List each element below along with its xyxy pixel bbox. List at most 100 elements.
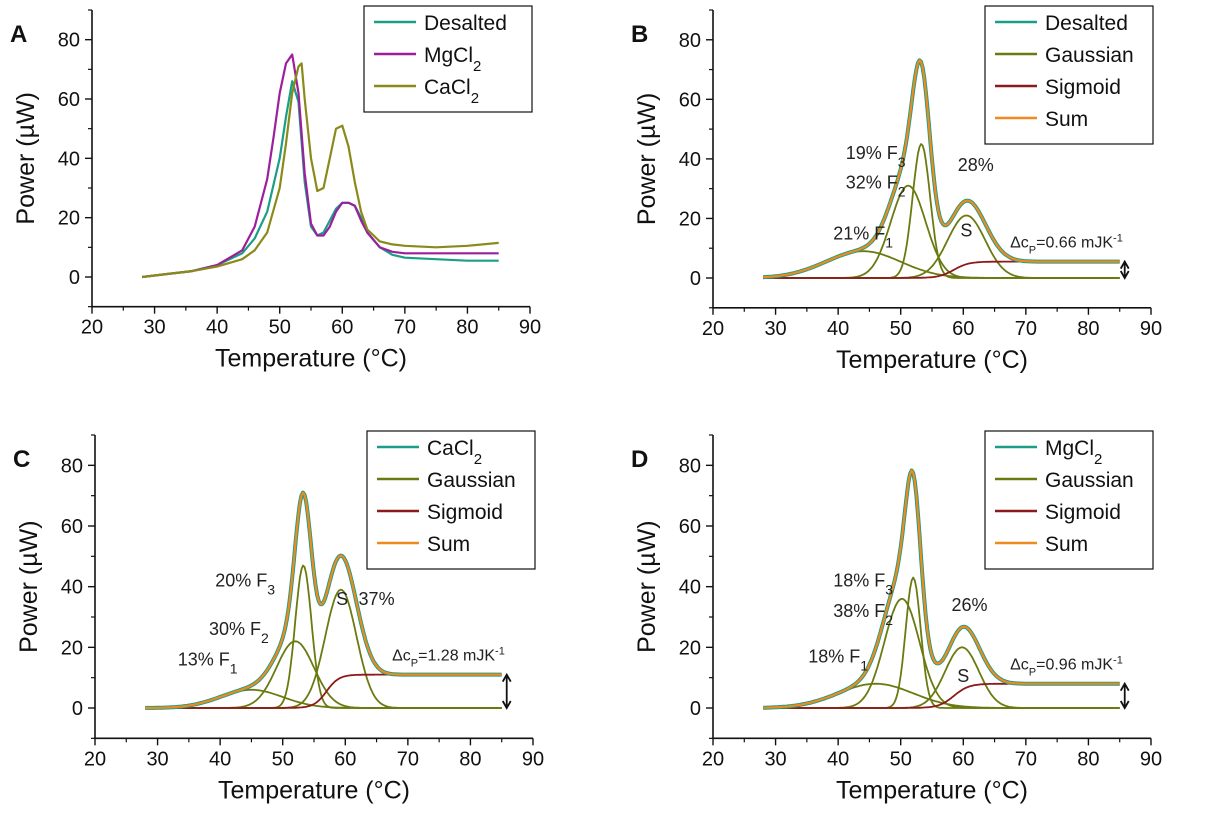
arrow-head-up [501,672,512,683]
x-tick-label: 60 [331,317,353,339]
sum-line [763,469,1120,709]
legend-box [984,5,1154,145]
label-f2: 30% F2 [209,619,269,646]
legend-box [984,430,1154,570]
label-f1: 13% F1 [178,650,238,677]
y-tick-label: 40 [58,148,80,170]
y-axis-title: Power (µW) [15,520,43,652]
legend-box [363,5,533,113]
legend-entry: Sigmoid [1045,76,1121,99]
label-f2: 38% F2 [833,601,893,628]
x-tick-label: 60 [952,748,974,770]
sum-line [145,491,502,710]
y-tick-label: 80 [679,30,701,52]
y-axis-title: Power (µW) [633,93,661,225]
x-tick-label: 60 [952,318,974,340]
label-f1: 18% F1 [808,647,868,674]
x-tick-label: 80 [459,748,481,770]
y-tick-label: 80 [61,455,83,477]
legend-entry: Sigmoid [427,501,503,524]
x-tick-label: 70 [1015,748,1037,770]
label-s-percent: 37% [359,589,395,609]
y-tick-label: 0 [72,698,83,720]
y-tick-label: 0 [690,698,701,720]
delta-cp-label: ΔcP=1.28 mJK-1 [392,646,505,670]
x-tick-label: 20 [702,748,724,770]
x-tick-label: 20 [84,748,106,770]
panel-letter: A [10,21,27,48]
x-tick-label: 90 [1140,748,1162,770]
panel-b: 20 30 40 50 60 70 80 90 0 20 40 60 80 Temperature (°C… [631,5,1162,374]
gaussian-f3 [763,143,1120,279]
x-tick-label: 50 [890,318,912,340]
label-f2: 32% F2 [846,173,906,200]
panel-letter: C [13,446,30,473]
legend-entry: Desalted [1045,12,1128,35]
x-axis-title: Temperature (°C) [836,776,1028,804]
panel-letter: B [631,21,648,48]
arrow-head-down [1119,700,1130,710]
label-s-percent: 26% [952,595,988,615]
arrow-head-down [1119,270,1130,280]
y-tick-label: 60 [58,89,80,111]
panel-a: 20 30 40 50 60 70 80 90 0 20 40 60 80 Temperature (°C… [10,5,541,373]
y-tick-label: 60 [61,516,83,538]
series-line-mgcl2 [141,53,499,279]
label-s: S [336,589,348,609]
x-tick-label: 30 [764,318,786,340]
y-tick-label: 40 [61,577,83,599]
x-tick-label: 90 [519,317,541,339]
label-s: S [960,220,972,240]
y-tick-label: 20 [58,208,80,230]
label-f3: 20% F3 [215,571,275,598]
legend-box [366,430,536,570]
legend-entry: Gaussian [1045,469,1134,492]
x-tick-label: 30 [764,748,786,770]
series-line-cacl2 [141,62,499,279]
legend-entry: Sum [427,533,470,556]
gaussian-f3 [763,576,1120,709]
delta-cp-label: ΔcP=0.66 mJK-1 [1010,233,1123,257]
label-f1: 21% F1 [833,223,893,250]
y-tick-label: 0 [69,267,80,289]
x-tick-label: 40 [827,748,849,770]
x-tick-label: 90 [1140,318,1162,340]
y-tick-label: 40 [679,577,701,599]
legend-entry: Desalted [424,12,507,35]
x-tick-label: 80 [1077,318,1099,340]
x-tick-label: 90 [522,748,544,770]
x-tick-label: 30 [143,317,165,339]
sum-line [763,59,1120,279]
x-tick-label: 40 [827,318,849,340]
x-tick-label: 50 [269,317,291,339]
label-f3: 18% F3 [833,571,893,598]
y-tick-label: 40 [679,149,701,171]
y-tick-label: 20 [679,637,701,659]
x-tick-label: 70 [1015,318,1037,340]
panel-letter: D [631,446,648,473]
y-tick-label: 80 [58,30,80,52]
x-tick-label: 80 [456,317,478,339]
x-tick-label: 40 [206,317,228,339]
x-tick-label: 60 [334,748,356,770]
label-f3: 19% F3 [846,143,906,170]
legend-entry: Sigmoid [1045,501,1121,524]
x-axis-title: Temperature (°C) [836,346,1028,374]
panel-d: 20 30 40 50 60 70 80 90 0 20 40 60 80 Temperature (°C… [631,430,1162,804]
delta-cp-label: ΔcP=0.96 mJK-1 [1010,655,1123,679]
x-tick-label: 40 [209,748,231,770]
arrow-head-down [501,700,512,710]
y-tick-label: 0 [690,268,701,290]
legend-entry: CaCl2 [427,437,482,468]
x-tick-label: 50 [272,748,294,770]
x-tick-label: 30 [146,748,168,770]
legend-entry: Gaussian [427,469,516,492]
legend-entry: Gaussian [1045,44,1134,67]
legend-entry: Sum [1045,108,1088,131]
label-s: S [957,666,969,686]
x-tick-label: 70 [394,317,416,339]
y-tick-label: 80 [679,455,701,477]
label-s-percent: 28% [958,155,994,175]
x-tick-label: 80 [1077,748,1099,770]
